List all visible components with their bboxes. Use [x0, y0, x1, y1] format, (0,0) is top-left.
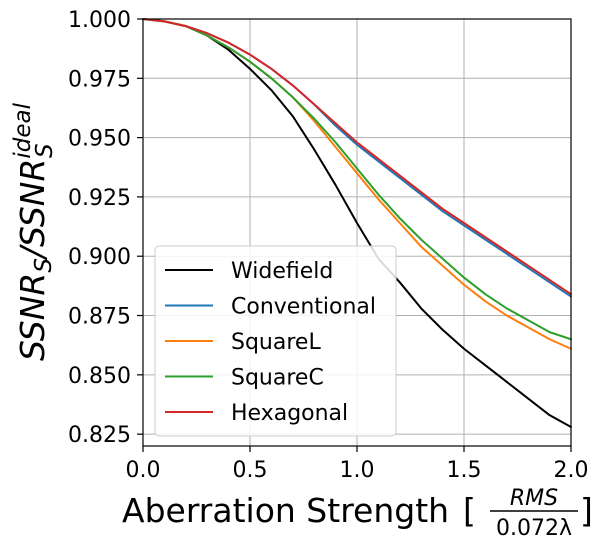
- x-tick-label: 0.5: [233, 458, 268, 483]
- x-axis-label-bracket-open: [: [463, 491, 476, 530]
- y-axis-label-text: SSNRS/SSNRidealS: [10, 102, 58, 361]
- y-tick-label: 0.975: [68, 67, 131, 92]
- tick-layer: 0.0 0.5 1.0 1.5 2.0 0.825 0.850 0.875 0.900 0.925…: [68, 8, 588, 483]
- y-tick-label: 0.925: [68, 186, 131, 211]
- series-line-squarec: [142, 18, 572, 341]
- y-tick-label: 0.850: [68, 364, 131, 389]
- legend-label-squarec: SquareC: [231, 366, 324, 391]
- y-axis-label: SSNRS/SSNRidealS: [10, 102, 58, 361]
- legend-label-widefield: Widefield: [231, 259, 333, 284]
- x-axis-label-frac-num: RMS: [510, 486, 558, 511]
- y-tick-label: 0.950: [68, 127, 131, 152]
- y-label-slash-ssnr: /SSNR: [13, 159, 52, 261]
- series-layer: [142, 18, 572, 429]
- x-tick-label: 1.0: [340, 458, 375, 483]
- y-label-ssnr: SSNR: [13, 273, 52, 361]
- x-axis-label-text: Aberration Strength: [122, 491, 449, 530]
- legend-box: [154, 245, 397, 437]
- y-tick-label: 1.000: [68, 8, 131, 33]
- x-tick-label: 2.0: [554, 458, 589, 483]
- y-tick-label: 0.825: [68, 423, 131, 448]
- x-axis-label-bracket-close: ]: [580, 491, 593, 530]
- series-line-hexagonal: [142, 18, 572, 296]
- legend-label-squarel: SquareL: [231, 330, 321, 355]
- x-tick-label: 1.5: [447, 458, 482, 483]
- x-tick-label: 0.0: [126, 458, 161, 483]
- legend: Widefield Conventional SquareL SquareC Hexag…: [154, 245, 397, 437]
- x-axis-label: Aberration Strength [ RMS 0.072λ ]: [122, 486, 593, 541]
- x-axis-label-frac-den: 0.072λ: [496, 516, 572, 541]
- legend-label-conventional: Conventional: [231, 295, 376, 320]
- y-label-sub2: S: [32, 143, 58, 158]
- y-label-sub1: S: [31, 258, 57, 273]
- y-tick-label: 0.875: [68, 305, 131, 330]
- legend-label-hexagonal: Hexagonal: [231, 401, 348, 426]
- y-label-sup2: ideal: [10, 102, 36, 158]
- y-tick-label: 0.900: [68, 245, 131, 270]
